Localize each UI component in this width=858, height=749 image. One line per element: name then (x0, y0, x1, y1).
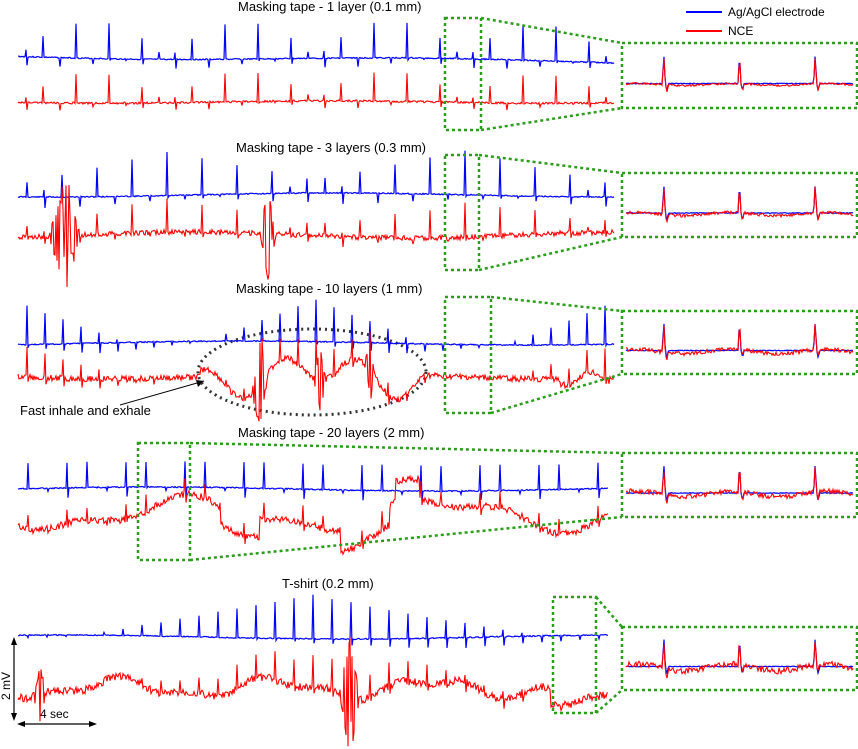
panel-4 (17, 461, 609, 556)
annotation-arrow (119, 380, 205, 406)
zoom-nce-trace-2 (625, 186, 854, 224)
ag-trace-5 (17, 594, 609, 649)
traces-layer (17, 22, 615, 747)
ag-trace-3 (17, 299, 615, 354)
legend-nce-label: NCE (728, 24, 753, 38)
nce-trace-1 (17, 72, 615, 111)
ag-trace-4 (17, 461, 609, 502)
zoom-connector-top-3 (490, 295, 623, 313)
nce-trace-2 (17, 184, 615, 288)
legend: Ag/AgCl electrode NCE (686, 5, 825, 38)
zoom-connector-top-4 (189, 441, 623, 455)
nce-trace-4 (17, 474, 609, 556)
time-scale-label: 4 sec (40, 707, 69, 721)
ag-trace-2 (17, 150, 615, 209)
zoom-detail-box-3 (620, 309, 858, 376)
panel-5 (17, 594, 609, 747)
zoom-detail-box-1 (620, 41, 858, 110)
zoom-4 (136, 441, 858, 562)
zoom-nce-trace-4 (625, 467, 854, 504)
legend-ag-label: Ag/AgCl electrode (728, 5, 825, 19)
ag-trace-1 (17, 22, 615, 69)
panel-title-3: Masking tape - 10 layers (1 mm) (236, 281, 422, 296)
panel-1 (17, 22, 615, 111)
zoom-connector-bottom-3 (490, 372, 623, 415)
scale-bar: 2 mV 4 sec (0, 637, 97, 727)
zoom-nce-trace-5 (625, 641, 854, 679)
zoom-boxes-layer (136, 16, 858, 715)
nce-trace-3 (17, 331, 615, 422)
zoom-detail-box-4 (620, 451, 858, 519)
artifact-ellipse (196, 327, 428, 417)
zoom-source-box-3 (443, 295, 493, 415)
zoom-nce-trace-3 (626, 324, 854, 361)
panel-title-5: T-shirt (0.2 mm) (282, 576, 374, 591)
zoom-connector-bottom-4 (189, 515, 623, 562)
zoom-nce-trace-1 (625, 58, 854, 93)
zoom-1 (443, 16, 858, 132)
zoom-connector-top-5 (595, 596, 623, 628)
panel-title-1: Masking tape - 1 layer (0.1 mm) (238, 0, 422, 14)
zoom-connector-top-2 (478, 153, 623, 175)
panel-2 (17, 150, 615, 288)
zoom-connector-bottom-1 (480, 106, 623, 132)
zoom-source-box-4 (136, 441, 192, 562)
zoom-connector-top-1 (480, 16, 623, 45)
zoom-ag-trace-5 (625, 639, 854, 676)
panel-3 (17, 299, 615, 422)
zoom-3 (443, 295, 858, 415)
panel-title-2: Masking tape - 3 layers (0.3 mm) (236, 140, 426, 155)
zoom-detail-box-2 (620, 171, 858, 239)
panel-title-4: Masking tape - 20 layers (2 mm) (238, 425, 424, 440)
annotation-text: Fast inhale and exhale (20, 403, 151, 418)
annotation-arrowhead (196, 380, 204, 387)
zoom-source-box-2 (443, 153, 481, 272)
zoom-5 (551, 595, 858, 715)
nce-trace-5 (17, 637, 609, 747)
zoom-source-box-5 (551, 595, 598, 715)
zoom-detail-box-5 (620, 625, 858, 692)
voltage-scale-label: 2 mV (0, 672, 13, 700)
zoom-connector-bottom-2 (478, 235, 623, 272)
zoom-2 (443, 153, 858, 272)
zoom-source-box-1 (443, 16, 483, 132)
